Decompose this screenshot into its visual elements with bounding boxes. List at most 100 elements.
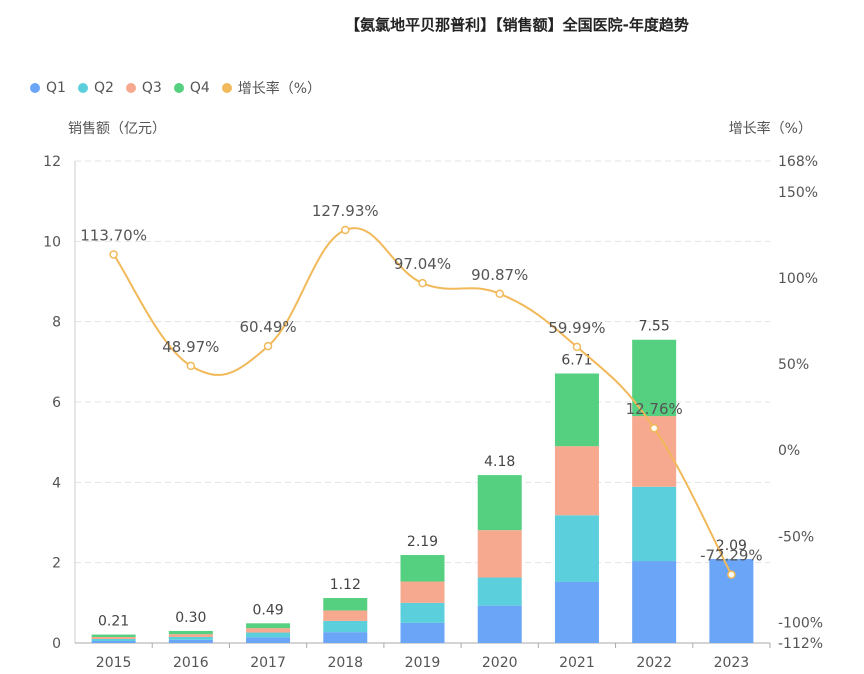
x-tick-label: 2020 <box>482 655 518 671</box>
y2-tick-label: 50% <box>778 357 809 373</box>
bar-segment <box>91 634 136 637</box>
y2-axis-title: 增长率（%） <box>728 121 812 137</box>
legend-label: 增长率（%） <box>237 81 322 97</box>
legend-item[interactable]: 增长率（%） <box>221 78 322 98</box>
bar-segment <box>323 610 368 621</box>
bar-segment <box>400 581 445 603</box>
chart-title: 【氨氯地平贝那普利】【销售额】全国医院-年度趋势 <box>345 16 689 34</box>
bar-segment <box>477 605 522 643</box>
bar-segment <box>477 475 522 531</box>
y2-tick-label: -112% <box>778 636 823 652</box>
bar-segment <box>632 486 677 562</box>
bar-segment <box>477 530 522 578</box>
bar-total-label: 2.09 <box>716 538 747 554</box>
growth-point <box>109 250 118 259</box>
x-tick-label: 2016 <box>173 655 209 671</box>
bar-total-label: 0.49 <box>252 602 283 618</box>
bar-segment <box>554 446 599 516</box>
bar-segment <box>400 555 445 582</box>
bar-total-label: 0.30 <box>175 610 206 626</box>
legend-item[interactable]: Q1 <box>30 78 66 98</box>
bar-segment <box>554 581 599 643</box>
legend-item[interactable]: Q4 <box>173 78 210 98</box>
y-tick-label: 12 <box>43 154 61 170</box>
bar-segment <box>554 373 599 447</box>
bar-segment <box>91 640 136 643</box>
bar-segment <box>400 602 445 623</box>
x-tick-label: 2022 <box>636 655 672 671</box>
y2-tick-label: 150% <box>778 185 818 201</box>
growth-point <box>649 423 659 433</box>
legend-item[interactable]: Q3 <box>125 78 162 98</box>
growth-label: 97.04% <box>394 255 451 273</box>
bar-segment <box>168 639 213 643</box>
bar-segment <box>246 623 291 629</box>
growth-label: 90.87% <box>471 266 528 284</box>
bar-segment <box>323 620 368 633</box>
legend-label: Q4 <box>189 80 210 96</box>
bar-segment <box>91 636 136 639</box>
bar-segment <box>246 632 291 638</box>
legend-item[interactable]: Q2 <box>77 78 114 98</box>
bar-segment <box>168 630 213 635</box>
y-tick-label: 10 <box>43 234 61 250</box>
legend-marker <box>221 83 232 93</box>
growth-label: 12.76% <box>626 400 683 418</box>
y-tick-label: 4 <box>52 475 61 491</box>
y-tick-label: 0 <box>52 636 61 652</box>
bar-segment <box>168 636 213 640</box>
legend-marker <box>173 83 184 93</box>
bar-total-label: 6.71 <box>561 352 592 368</box>
y-tick-label: 6 <box>52 395 61 411</box>
legend-marker <box>125 83 136 93</box>
x-tick-label: 2017 <box>250 655 286 671</box>
legend: Q1 Q2 Q3 Q4 增长率（%） <box>30 78 321 98</box>
growth-point <box>418 278 427 288</box>
bar-segment <box>632 561 677 643</box>
x-tick-label: 2021 <box>559 655 595 671</box>
y2-tick-label: 100% <box>778 271 818 287</box>
bar-segment <box>91 638 136 641</box>
x-tick-label: 2018 <box>327 655 363 671</box>
bar-segment <box>477 577 522 606</box>
bar-segment <box>168 634 213 637</box>
growth-point <box>263 341 273 351</box>
growth-label: 127.93% <box>312 202 379 220</box>
y2-tick-label: 0% <box>778 443 800 459</box>
growth-label: 59.99% <box>548 319 605 337</box>
bar-segment <box>246 637 291 643</box>
x-tick-label: 2023 <box>714 655 750 671</box>
growth-point <box>727 570 736 579</box>
legend-marker <box>77 83 88 93</box>
y2-tick-label: -100% <box>778 615 823 631</box>
growth-label: 48.97% <box>162 338 219 356</box>
bar-total-label: 1.12 <box>330 577 361 593</box>
growth-point <box>572 342 582 352</box>
legend-marker <box>30 83 40 93</box>
bar-segment <box>400 622 445 643</box>
growth-point <box>341 225 350 235</box>
bar-segment <box>246 628 291 633</box>
bar-segment <box>323 632 368 643</box>
y-tick-label: 8 <box>52 315 61 331</box>
y-axis-title: 销售额（亿元） <box>68 121 166 137</box>
growth-line <box>112 227 733 576</box>
x-tick-label: 2019 <box>405 655 441 671</box>
legend-label: Q3 <box>141 80 162 96</box>
y2-tick-label: 168% <box>778 154 818 170</box>
bar-segment <box>323 598 368 611</box>
bar-segment <box>554 515 599 582</box>
legend-label: Q2 <box>93 80 114 96</box>
bar-total-label: 2.19 <box>407 534 438 550</box>
bar-segment <box>632 339 677 417</box>
legend-label: Q1 <box>46 80 66 96</box>
y-tick-label: 2 <box>52 556 61 572</box>
growth-point <box>186 361 196 371</box>
growth-point <box>495 289 504 299</box>
growth-label: 113.70% <box>80 226 147 244</box>
y2-tick-label: -50% <box>778 529 814 545</box>
x-tick-label: 2015 <box>96 655 132 671</box>
bar-total-label: 4.18 <box>484 454 515 470</box>
growth-label: -72.29% <box>700 547 763 565</box>
